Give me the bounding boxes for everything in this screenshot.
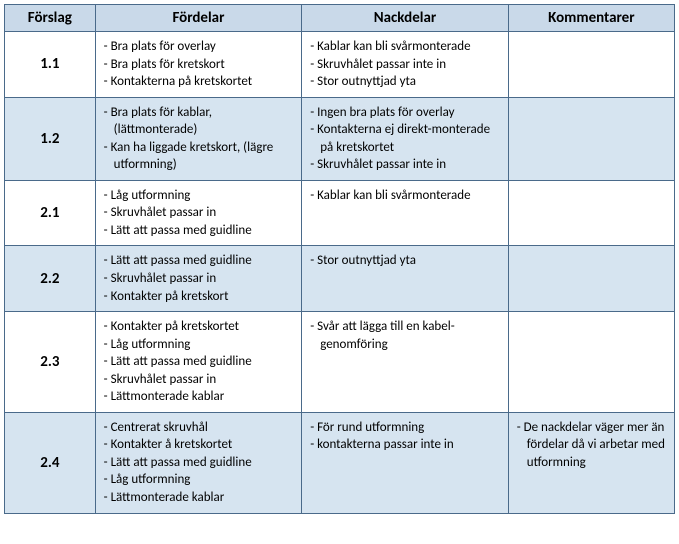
nackdelar-cell-list: Ingen bra plats för overlayKontakterna e… [310,104,500,174]
list-item: Lätt att passa med guidline [104,252,294,270]
nackdelar-cell-list: Stor outnyttjad yta [310,252,500,270]
list-item: Stor outnyttjad yta [310,252,500,270]
list-item: Kontakter på kretskort [104,288,294,306]
list-item: Stor outnyttjad yta [310,73,500,91]
col-header-fordelar: Fördelar [95,5,302,32]
nackdelar-cell: Svår att lägga till en kabel-genomföring [302,312,509,413]
list-item: Skruvhålet passar in [104,371,294,389]
list-item: Skruvhålet passar in [104,204,294,222]
fordelar-cell-list: Bra plats för kablar, (lättmonterade)Kan… [104,104,294,174]
proposal-id: 1.1 [5,32,96,98]
list-item: Kan ha liggade kretskort, (lägre utformn… [104,139,294,174]
kommentarer-cell [508,180,674,246]
kommentarer-cell [508,97,674,180]
fordelar-cell-list: Centrerat skruvhålKontakter å kretskorte… [104,419,294,507]
list-item: Ingen bra plats för overlay [310,104,500,122]
list-item: Lätt att passa med guidline [104,353,294,371]
proposal-id: 1.2 [5,97,96,180]
nackdelar-cell: Ingen bra plats för overlayKontakterna e… [302,97,509,180]
fordelar-cell-list: Låg utformningSkruvhålet passar inLätt a… [104,187,294,240]
fordelar-cell: Låg utformningSkruvhålet passar inLätt a… [95,180,302,246]
nackdelar-cell: Kablar kan bli svårmonterade [302,180,509,246]
list-item: Kablar kan bli svårmonterade [310,187,500,205]
col-header-nackdelar: Nackdelar [302,5,509,32]
nackdelar-cell-list: Kablar kan bli svårmonterade [310,187,500,205]
table-row: 2.4Centrerat skruvhålKontakter å kretsko… [5,412,675,513]
fordelar-cell-list: Lätt att passa med guidlineSkruvhålet pa… [104,252,294,305]
nackdelar-cell: Stor outnyttjad yta [302,246,509,312]
list-item: Låg utformning [104,471,294,489]
fordelar-cell-list: Kontakter på kretskortetLåg utformningLä… [104,318,294,406]
list-item: Bra plats för kretskort [104,56,294,74]
fordelar-cell: Kontakter på kretskortetLåg utformningLä… [95,312,302,413]
table-header-row: Förslag Fördelar Nackdelar Kommentarer [5,5,675,32]
list-item: Bra plats för kablar, (lättmonterade) [104,104,294,139]
fordelar-cell: Centrerat skruvhålKontakter å kretskorte… [95,412,302,513]
proposal-id: 2.4 [5,412,96,513]
list-item: Skruvhålet passar in [104,270,294,288]
list-item: Kontakterna ej direkt-monterade på krets… [310,121,500,156]
list-item: Kablar kan bli svårmonterade [310,38,500,56]
proposal-id: 2.3 [5,312,96,413]
list-item: Lättmonterade kablar [104,489,294,507]
proposal-id: 2.1 [5,180,96,246]
list-item: Kontakter å kretskortet [104,436,294,454]
list-item: Lättmonterade kablar [104,388,294,406]
table-row: 1.1Bra plats för overlayBra plats för kr… [5,32,675,98]
fordelar-cell: Lätt att passa med guidlineSkruvhålet pa… [95,246,302,312]
col-header-kommentarer: Kommentarer [508,5,674,32]
kommentarer-cell [508,246,674,312]
nackdelar-cell-list: Kablar kan bli svårmonteradeSkruvhålet p… [310,38,500,91]
kommentarer-cell: De nackdelar väger mer än fördelar då vi… [508,412,674,513]
list-item: De nackdelar väger mer än fördelar då vi… [517,419,666,472]
list-item: Centrerat skruvhål [104,419,294,437]
kommentarer-cell-list: De nackdelar väger mer än fördelar då vi… [517,419,666,472]
kommentarer-cell [508,312,674,413]
kommentarer-cell [508,32,674,98]
fordelar-cell-list: Bra plats för overlayBra plats för krets… [104,38,294,91]
list-item: Skruvhålet passar inte in [310,56,500,74]
fordelar-cell: Bra plats för overlayBra plats för krets… [95,32,302,98]
list-item: Låg utformning [104,187,294,205]
table-row: 1.2Bra plats för kablar, (lättmonterade)… [5,97,675,180]
table-body: 1.1Bra plats för overlayBra plats för kr… [5,32,675,514]
list-item: För rund utformning [310,419,500,437]
list-item: Kontakter på kretskortet [104,318,294,336]
nackdelar-cell-list: Svår att lägga till en kabel-genomföring [310,318,500,353]
nackdelar-cell: Kablar kan bli svårmonteradeSkruvhålet p… [302,32,509,98]
nackdelar-cell-list: För rund utformningkontakterna passar in… [310,419,500,454]
list-item: Bra plats för overlay [104,38,294,56]
nackdelar-cell: För rund utformningkontakterna passar in… [302,412,509,513]
list-item: Lätt att passa med guidline [104,454,294,472]
col-header-forslag: Förslag [5,5,96,32]
table-row: 2.2Lätt att passa med guidlineSkruvhålet… [5,246,675,312]
fordelar-cell: Bra plats för kablar, (lättmonterade)Kan… [95,97,302,180]
list-item: Kontakterna på kretskortet [104,73,294,91]
table-row: 2.1Låg utformningSkruvhålet passar inLät… [5,180,675,246]
list-item: Låg utformning [104,336,294,354]
list-item: Lätt att passa med guidline [104,222,294,240]
list-item: kontakterna passar inte in [310,436,500,454]
proposal-id: 2.2 [5,246,96,312]
table-row: 2.3Kontakter på kretskortetLåg utformnin… [5,312,675,413]
list-item: Svår att lägga till en kabel-genomföring [310,318,500,353]
comparison-table: Förslag Fördelar Nackdelar Kommentarer 1… [4,4,675,514]
list-item: Skruvhålet passar inte in [310,156,500,174]
